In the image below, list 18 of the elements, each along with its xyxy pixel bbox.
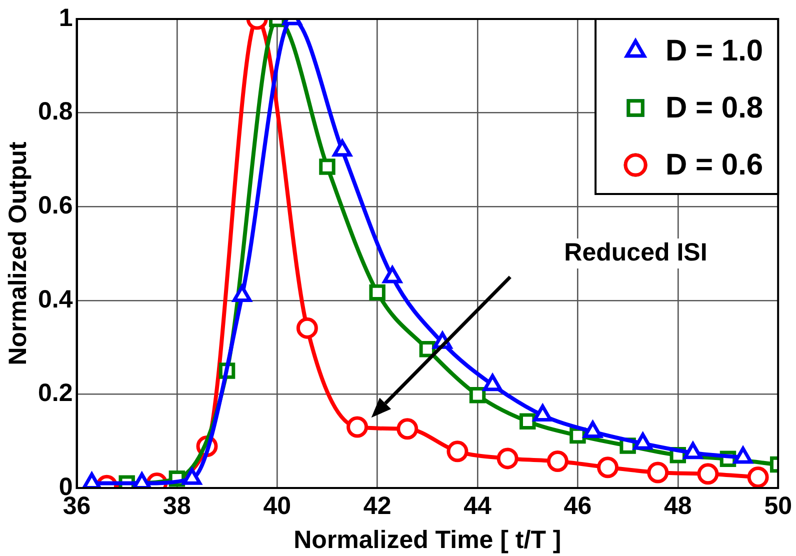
y-axis-title: Normalized Output [4, 141, 32, 366]
x-tick-label: 48 [664, 492, 692, 520]
x-tick-label: 50 [764, 492, 792, 520]
x-tick-label: 46 [564, 492, 592, 520]
y-tick-label: 0.8 [38, 98, 73, 126]
x-tick-label: 42 [363, 492, 392, 520]
legend-label: D = 1.0 [666, 34, 764, 68]
annotation: Reduced ISI [564, 238, 708, 266]
x-tick-label: 40 [263, 492, 292, 520]
y-tick-label: 0.6 [38, 191, 73, 220]
x-tick-label: 38 [163, 492, 191, 520]
y-tick-label: 0.2 [38, 379, 73, 408]
x-axis-title: Normalized Time [ t/T ] [294, 526, 562, 554]
legend-label: D = 0.6 [666, 148, 764, 182]
legend-label: D = 0.8 [666, 91, 764, 124]
y-tick-label: 1 [58, 4, 73, 32]
x-tick-label: 44 [464, 492, 492, 520]
y-tick-label: 0.4 [38, 285, 73, 314]
